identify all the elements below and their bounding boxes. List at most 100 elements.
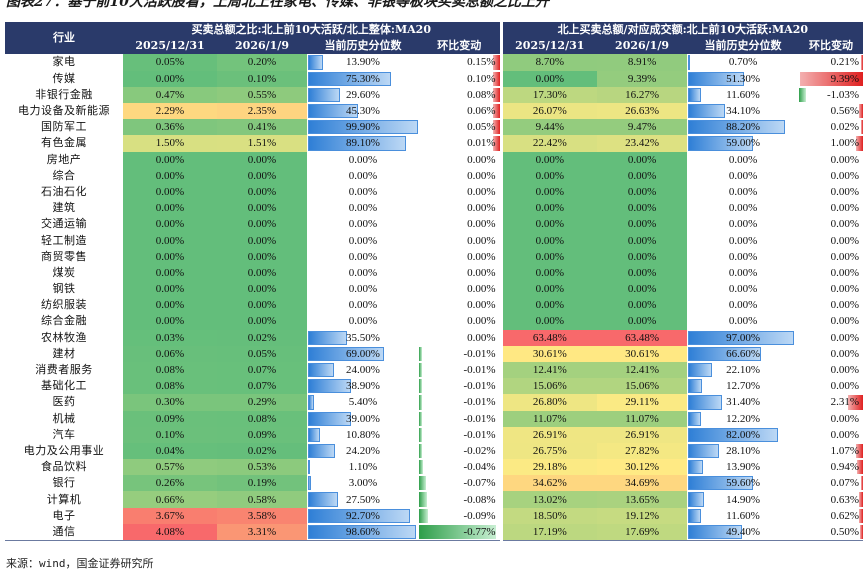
group1-header: 买卖总额之比:北上前10大活跃/北上整体:MA20	[123, 22, 502, 39]
percentile-cell: 5.40%	[307, 394, 419, 410]
ratio-cell: 0.00%	[597, 167, 688, 184]
industry-name: 房地产	[46, 152, 82, 166]
col-change-header: 环比变动	[799, 38, 864, 55]
percentile-cell: 0.00%	[687, 281, 799, 297]
percentile-cell: 0.00%	[687, 168, 799, 184]
change-cell: 0.00%	[799, 168, 863, 184]
change-cell: -0.01%	[419, 378, 501, 394]
col-date1-header: 2025/12/31	[123, 38, 217, 55]
change-value: 0.00%	[830, 218, 860, 231]
percentile-cell: 28.10%	[687, 443, 799, 459]
ratio-cell: 3.67%	[123, 507, 217, 524]
ratio-cell: 11.07%	[499, 410, 598, 427]
change-cell: 0.00%	[799, 216, 863, 232]
percentile-cell: 89.10%	[307, 135, 419, 151]
percentile-bar	[688, 427, 779, 442]
change-cell: 0.00%	[419, 152, 501, 168]
percentile-value: 31.40%	[726, 396, 760, 409]
ratio-cell: 30.61%	[499, 345, 598, 362]
percentile-cell: 1.10%	[307, 459, 419, 475]
change-cell: 0.15%	[419, 54, 501, 70]
industry-name: 纺织服装	[41, 298, 87, 312]
change-cell: 0.00%	[799, 152, 863, 168]
change-bar	[860, 476, 864, 491]
percentile-cell: 82.00%	[687, 427, 799, 443]
percentile-bar	[308, 524, 417, 539]
percentile-cell: 0.00%	[687, 216, 799, 232]
industry-name: 食品饮料	[41, 460, 87, 474]
change-cell: 0.00%	[419, 265, 501, 281]
percentile-cell: 0.00%	[687, 152, 799, 168]
percentile-cell: 59.00%	[687, 135, 799, 151]
percentile-cell: 66.60%	[687, 346, 799, 362]
percentile-value: 98.60%	[346, 525, 380, 538]
percentile-cell: 29.60%	[307, 87, 419, 103]
percentile-bar	[688, 508, 701, 523]
change-bar	[493, 120, 500, 135]
ratio-cell: 0.00%	[597, 200, 688, 217]
percentile-cell: 12.20%	[687, 411, 799, 427]
change-value: -0.02%	[463, 444, 496, 457]
ratio-cell: 23.42%	[597, 135, 688, 152]
percentile-cell: 99.90%	[307, 119, 419, 135]
change-value: 0.00%	[467, 218, 496, 231]
change-bar	[859, 524, 864, 539]
ratio-cell: 63.48%	[597, 329, 688, 346]
figure-title: 图表27：基于前10大活跃股看，上周北上在家电、传媒、非银等板块买卖总额之比上升	[6, 0, 549, 10]
change-cell: 0.00%	[799, 378, 863, 394]
ratio-cell: 16.27%	[597, 86, 688, 103]
percentile-value: 27.50%	[346, 493, 380, 506]
percentile-cell: 0.00%	[307, 168, 419, 184]
change-bar	[800, 71, 864, 86]
change-bar	[419, 443, 423, 459]
change-value: 0.00%	[830, 347, 860, 360]
change-bar	[419, 476, 427, 491]
change-value: 0.00%	[467, 266, 496, 279]
percentile-cell: 75.30%	[307, 71, 419, 87]
change-bar	[858, 508, 864, 523]
ratio-cell: 0.00%	[499, 200, 598, 217]
percentile-bar	[688, 346, 762, 361]
percentile-value: 0.00%	[348, 283, 378, 296]
ratio-cell: 0.08%	[123, 378, 217, 395]
ratio-cell: 26.63%	[597, 102, 688, 120]
industry-name: 汽车	[52, 427, 76, 441]
table-row: 交通运输 0.00% 0.00% 0.00% 0.00% 0.00% 0.00% 0.00% 0…	[5, 216, 863, 233]
change-cell: -0.01%	[419, 394, 501, 410]
percentile-cell: 3.00%	[307, 475, 419, 491]
percentile-value: 0.00%	[348, 315, 378, 328]
change-value: 0.00%	[467, 202, 496, 215]
ratio-cell: 26.75%	[499, 442, 598, 460]
industry-name: 医药	[52, 395, 76, 409]
ratio-cell: 0.02%	[217, 329, 307, 346]
percentile-bar	[688, 395, 723, 410]
ratio-cell: 0.00%	[123, 264, 217, 281]
percentile-bar	[688, 379, 702, 394]
ratio-cell: 0.00%	[597, 281, 688, 298]
change-value: -0.01%	[463, 412, 496, 425]
change-cell: 0.00%	[419, 184, 501, 200]
industry-name: 消费者服务	[35, 363, 93, 377]
percentile-value: 0.00%	[348, 153, 378, 166]
ratio-cell: 0.00%	[597, 183, 688, 201]
table-row: 家电 0.05% 0.20% 13.90% 0.15% 8.70% 8.91% 0.70% 0.…	[5, 54, 864, 71]
percentile-bar	[688, 120, 785, 135]
industry-name: 建筑	[52, 201, 76, 215]
ratio-cell: 26.91%	[597, 426, 688, 443]
industry-name: 电力及公用事业	[23, 443, 105, 457]
change-value: 0.00%	[467, 153, 496, 166]
ratio-cell: 0.00%	[123, 297, 217, 314]
percentile-cell: 22.10%	[687, 362, 799, 378]
change-cell: 1.07%	[799, 443, 864, 459]
percentile-value: 28.10%	[726, 444, 760, 457]
percentile-value: 14.90%	[726, 493, 760, 506]
percentile-bar	[688, 103, 726, 119]
ratio-cell: 11.07%	[597, 410, 688, 427]
change-cell: 0.00%	[419, 249, 501, 265]
change-cell: 0.62%	[799, 508, 864, 524]
percentile-bar	[308, 120, 418, 135]
ratio-cell: 0.00%	[123, 248, 217, 265]
change-bar	[419, 411, 423, 426]
percentile-cell: 11.60%	[687, 508, 799, 524]
change-value: 9.39%	[830, 72, 860, 85]
